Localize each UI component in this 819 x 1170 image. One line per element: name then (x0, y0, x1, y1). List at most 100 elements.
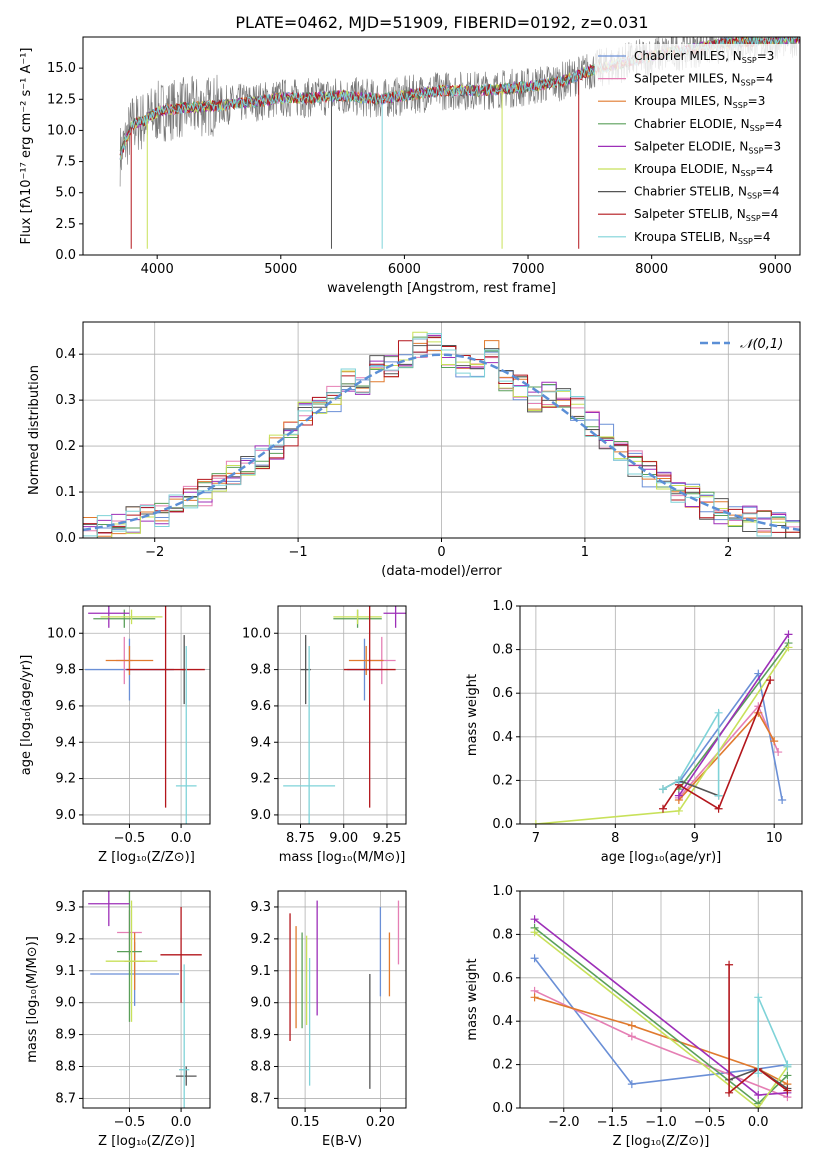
y-tick-label: 0.3 (55, 393, 76, 408)
y-tick-label: 9.3 (250, 900, 271, 915)
y-tick-label: 0.6 (492, 971, 513, 986)
x-tick-label: 7000 (511, 262, 544, 277)
y-tick-label: 15.0 (47, 61, 76, 76)
y-tick-label: 0.8 (492, 927, 513, 942)
y-tick-label: 9.8 (55, 663, 76, 678)
legend-entry-tail: =3 (757, 49, 775, 63)
point-marker-salpeter_elodie (674, 791, 683, 800)
y-tick-label: 0.4 (492, 730, 513, 745)
residual-histogram-panel: −2 −1 0 1 2 0.0 0.1 0.2 0.3 0.4 (data-model)/error… (27, 321, 801, 579)
series-line-kroupa_elodie (535, 646, 790, 824)
legend-entry: Chabrier STELIB, NSSP=4 (634, 185, 780, 201)
mass-vs-ebv-panel: 0.15 0.20 8.7 8.8 8.9 9.0 9.1 9.2 9.3 E(B-V) (250, 890, 407, 1149)
axes-frame: 0.15 0.20 8.7 8.8 8.9 9.0 9.1 9.2 9.3 E(B-V) (250, 890, 407, 1149)
x-tick-label: 0 (437, 545, 445, 560)
point-marker-salpeter_elodie (784, 630, 793, 639)
plot-area (531, 630, 793, 824)
y-axis-label: Flux [fλ10⁻¹⁷ erg cm⁻² s⁻¹ A⁻¹] (19, 48, 34, 245)
axes-frame: 4000 5000 6000 7000 8000 9000 0.0 2.5 5.0 7.5 10.0… (19, 36, 801, 296)
age-vs-metallicity-panel: −0.5 0.0 9.0 9.2 9.4 9.6 9.8 10.0 Z [log₁₀(Z/Z⊙)… (19, 605, 211, 865)
x-tick-label: 4000 (141, 262, 174, 277)
x-tick-label: −0.5 (694, 1115, 726, 1130)
x-tick-label: 9 (691, 831, 699, 846)
axes-frame: −2.0 −1.5 −1.0 −0.5 0.0 0.0 0.2 0.4 0.6 0.8 1.0 Z [… (465, 884, 803, 1149)
x-tick-label: 0.0 (748, 1115, 769, 1130)
y-tick-label: 9.0 (55, 808, 76, 823)
spectrum-panel: 4000 5000 6000 7000 8000 9000 0.0 2.5 5.0 7.5 10.0… (19, 36, 801, 296)
y-tick-label: 0.0 (492, 817, 513, 832)
y-tick-label: 9.2 (250, 932, 271, 947)
axes-box (519, 605, 803, 825)
legend-subscript: SSP (741, 79, 756, 88)
point-marker-kroupa_stelib (754, 1069, 763, 1078)
series-line-kroupa_elodie (534, 931, 789, 1108)
x-axis-label: wavelength [Angstrom, rest frame] (327, 281, 556, 296)
y-tick-label: 10.0 (242, 626, 271, 641)
x-axis-label: mass [log₁₀(M/M⊙)] (279, 850, 406, 865)
legend-entry: Kroupa ELODIE, NSSP=4 (634, 162, 773, 178)
point-marker-kroupa_elodie (530, 928, 539, 937)
plot-area (85, 606, 205, 824)
y-tick-label: 0.2 (55, 439, 76, 454)
y-axis-label: mass [log₁₀(M/M⊙)] (25, 936, 40, 1063)
axes-frame: 8.75 9.00 9.25 9.0 9.2 9.4 9.6 9.8 10.0 mass [log… (242, 605, 407, 865)
legend-entry-tail: =4 (756, 72, 774, 86)
hist-step-kroupa_elodie (83, 331, 800, 538)
point-marker-kroupa_elodie (784, 643, 793, 652)
y-tick-label: 10.0 (47, 123, 76, 138)
legend-entry-tail: =3 (748, 94, 766, 108)
y-tick-label: 0.2 (492, 773, 513, 788)
y-tick-label: 9.8 (250, 663, 271, 678)
axes-frame: −2 −1 0 1 2 0.0 0.1 0.2 0.3 0.4 (data-model)/error… (27, 321, 801, 579)
point-marker-salpeter_stelib (725, 1088, 734, 1097)
legend-subscript: SSP (746, 214, 761, 223)
x-tick-label: −2 (145, 545, 164, 560)
point-marker-kroupa_miles (627, 1021, 636, 1030)
point-marker-salpeter_elodie (754, 1090, 763, 1099)
legend-subscript: SSP (741, 169, 756, 178)
x-tick-label: −0.5 (114, 831, 146, 846)
y-tick-label: 9.4 (250, 735, 271, 750)
x-tick-label: 8000 (635, 262, 668, 277)
point-marker-kroupa_stelib (714, 791, 723, 800)
y-tick-label: 0.1 (55, 485, 76, 500)
point-marker-kroupa_elodie (531, 820, 540, 824)
legend-subscript: SSP (733, 101, 748, 110)
y-tick-label: 8.8 (55, 1060, 76, 1075)
x-tick-label: −1 (289, 545, 308, 560)
x-tick-label: 0.0 (171, 1115, 192, 1130)
legend-entry: Kroupa MILES, NSSP=3 (634, 94, 765, 110)
point-marker-chabrier_miles (778, 796, 787, 805)
x-tick-label: −1.0 (645, 1115, 677, 1130)
y-tick-label: 0.0 (492, 1101, 513, 1116)
legend-entry: 𝒩(0,1) (740, 337, 783, 352)
legend-subscript: SSP (742, 56, 757, 65)
y-tick-label: 0.8 (492, 643, 513, 658)
spectrum-legend: Chabrier MILES, NSSP=3 Salpeter MILES, NS… (595, 44, 799, 252)
y-tick-label: 9.0 (55, 996, 76, 1011)
normal-curve (83, 353, 800, 532)
x-tick-label: 7 (532, 831, 540, 846)
plot-area (289, 900, 400, 1089)
age-vs-mass-panel: 8.75 9.00 9.25 9.0 9.2 9.4 9.6 9.8 10.0 mass [log… (242, 605, 407, 865)
y-axis-label: mass weight (465, 958, 480, 1040)
point-marker-kroupa_stelib (783, 1062, 792, 1071)
x-tick-label: −1.5 (597, 1115, 629, 1130)
y-tick-label: 0.4 (55, 347, 76, 362)
point-marker-chabrier_miles (627, 1080, 636, 1089)
x-axis-label: Z [log₁₀(Z/Z⊙)] (98, 1134, 195, 1149)
y-tick-label: 12.5 (47, 92, 76, 107)
y-tick-label: 8.9 (250, 1028, 271, 1043)
y-tick-label: 9.6 (55, 699, 76, 714)
massweight-vs-metallicity-panel: −2.0 −1.5 −1.0 −0.5 0.0 0.0 0.2 0.4 0.6 0.8 1.0 Z [… (465, 884, 803, 1149)
plot-area (530, 915, 792, 1108)
series-line-kroupa_stelib (757, 996, 789, 1074)
point-marker-salpeter_stelib (725, 960, 734, 969)
point-marker-salpeter_miles (627, 1032, 636, 1041)
y-tick-label: 0.0 (55, 248, 76, 263)
y-tick-label: 8.7 (55, 1091, 76, 1106)
point-marker-kroupa_elodie (674, 806, 683, 815)
x-axis-label: Z [log₁₀(Z/Z⊙)] (613, 1134, 710, 1149)
series-line-salpeter_elodie (678, 633, 790, 797)
